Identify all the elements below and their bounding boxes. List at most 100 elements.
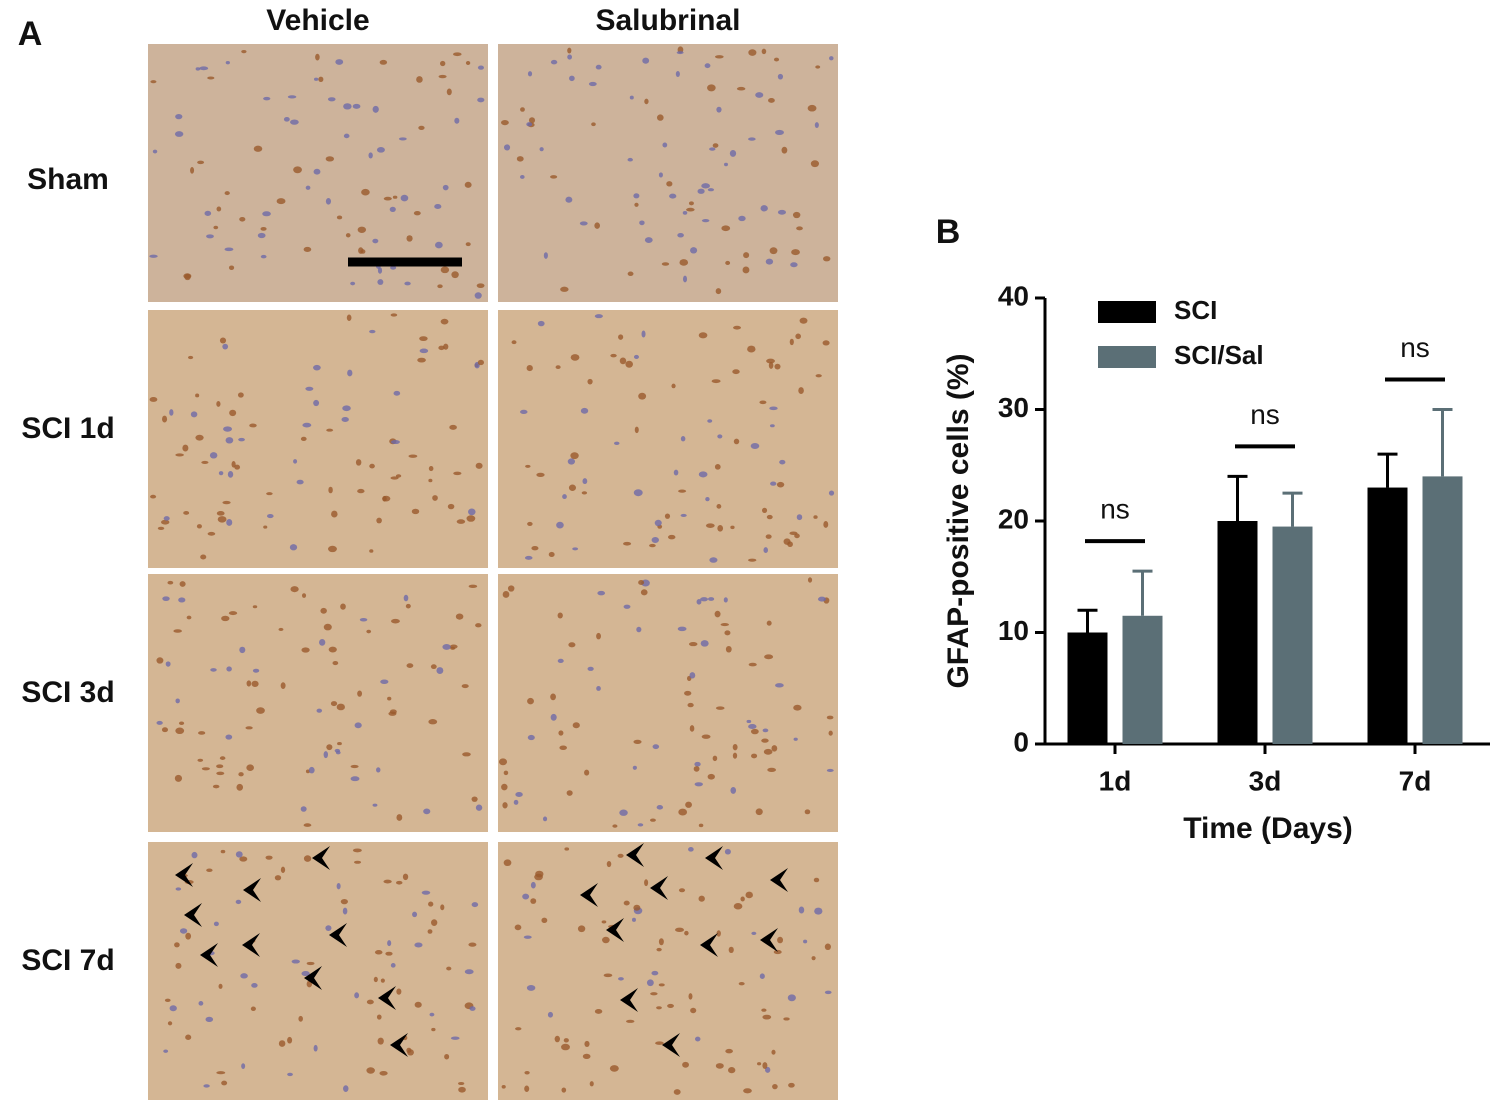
cell — [798, 387, 804, 395]
cell — [675, 70, 680, 78]
cell — [558, 730, 564, 736]
cell — [649, 543, 656, 548]
cell — [747, 345, 756, 353]
cell — [450, 646, 456, 650]
cell — [547, 1011, 554, 1018]
cell — [814, 122, 819, 129]
cell — [562, 494, 567, 500]
cell — [278, 627, 284, 632]
cell — [318, 76, 324, 83]
cell — [623, 541, 632, 546]
cell — [587, 378, 593, 385]
cell — [167, 1021, 173, 1026]
cell — [347, 369, 353, 377]
cell — [313, 399, 320, 407]
y-tick-label: 30 — [998, 392, 1029, 423]
cell — [520, 409, 528, 414]
cell — [228, 265, 235, 271]
row-label: Sham — [27, 163, 109, 196]
cell — [435, 241, 443, 249]
cell — [582, 478, 588, 485]
cell — [537, 320, 545, 327]
cell — [357, 488, 365, 494]
cell — [383, 196, 392, 201]
cell — [188, 355, 194, 360]
cell — [528, 117, 536, 124]
cell — [169, 1005, 177, 1012]
cell — [161, 519, 170, 525]
cell — [315, 53, 320, 61]
cell — [419, 336, 428, 342]
cell — [316, 708, 323, 713]
cell — [221, 615, 230, 622]
cell — [387, 940, 392, 947]
cell — [246, 764, 254, 772]
cell — [336, 215, 343, 220]
cell — [708, 597, 715, 601]
cell — [296, 479, 304, 485]
cell — [454, 117, 460, 124]
cell — [707, 84, 716, 92]
cell — [807, 104, 817, 112]
cell — [761, 507, 768, 514]
cell — [475, 804, 483, 811]
cell — [453, 52, 462, 57]
cell — [178, 721, 185, 725]
cell — [772, 1083, 778, 1090]
cell — [346, 314, 352, 321]
cell — [224, 247, 234, 252]
cell — [775, 129, 784, 136]
cell — [637, 823, 644, 827]
cell — [406, 1047, 412, 1053]
cell — [340, 603, 346, 610]
significance-label: ns — [1400, 332, 1430, 363]
cell — [682, 275, 688, 283]
arrowhead — [626, 843, 644, 867]
cell — [568, 642, 576, 648]
cell — [527, 697, 534, 705]
cell — [709, 147, 716, 151]
cell — [750, 443, 760, 450]
cell — [633, 904, 641, 911]
cell — [300, 436, 307, 442]
cell — [557, 612, 563, 619]
cell — [632, 765, 637, 770]
cell — [701, 734, 711, 739]
cell — [765, 258, 774, 265]
arrowhead — [705, 846, 723, 870]
cell — [468, 942, 477, 947]
cell — [430, 664, 437, 670]
cell — [283, 116, 290, 122]
cell — [376, 1014, 382, 1020]
cell — [696, 599, 702, 605]
cell — [577, 925, 586, 933]
cell — [427, 929, 433, 934]
cell — [823, 256, 831, 262]
cell — [729, 149, 737, 157]
cell — [216, 511, 225, 516]
cell — [688, 201, 694, 206]
cell — [651, 536, 659, 543]
cell — [229, 409, 237, 417]
cell — [469, 1006, 476, 1011]
cell — [219, 337, 227, 344]
cell — [278, 1040, 286, 1047]
cell — [149, 396, 158, 402]
cell — [694, 1036, 701, 1042]
cell — [561, 1043, 570, 1051]
cell — [405, 603, 411, 609]
cell — [515, 1027, 522, 1031]
legend-label: SCI/Sal — [1174, 340, 1264, 370]
cell — [716, 503, 722, 509]
cell — [263, 96, 271, 101]
cell — [354, 722, 362, 729]
cell — [197, 160, 205, 165]
cell — [557, 658, 564, 664]
cell — [766, 358, 775, 364]
cell — [796, 514, 803, 521]
cell — [414, 942, 423, 948]
significance-label: ns — [1100, 494, 1130, 525]
cell — [191, 851, 198, 859]
cell — [423, 808, 431, 815]
